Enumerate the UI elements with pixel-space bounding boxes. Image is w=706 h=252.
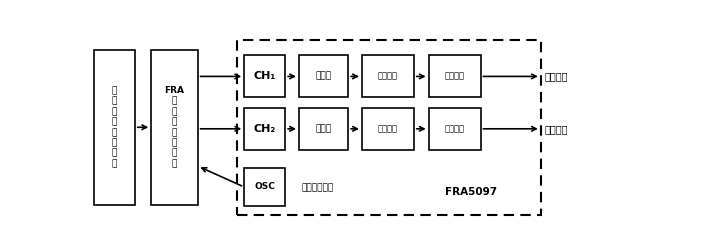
Bar bbox=[429, 108, 481, 150]
Bar bbox=[299, 108, 348, 150]
Text: 低通滤波: 低通滤波 bbox=[378, 124, 397, 133]
Bar bbox=[244, 55, 285, 97]
Bar bbox=[299, 55, 348, 97]
Bar bbox=[429, 55, 481, 97]
Text: 模数变换: 模数变换 bbox=[445, 124, 465, 133]
Bar bbox=[244, 108, 285, 150]
Bar bbox=[237, 40, 541, 215]
Bar bbox=[361, 108, 414, 150]
Text: 放大器: 放大器 bbox=[316, 124, 332, 133]
Text: OSC: OSC bbox=[254, 182, 275, 192]
Bar bbox=[244, 168, 285, 206]
Text: 低通滤波: 低通滤波 bbox=[378, 72, 397, 81]
Text: 电流信号: 电流信号 bbox=[544, 124, 568, 134]
Text: 输入正弦信号: 输入正弦信号 bbox=[301, 183, 334, 192]
Text: 放大器: 放大器 bbox=[316, 72, 332, 81]
Text: CH₁: CH₁ bbox=[253, 71, 276, 81]
Text: 被
测
电
网
接
入
插
座: 被 测 电 网 接 入 插 座 bbox=[112, 86, 117, 168]
Bar bbox=[361, 55, 414, 97]
Text: 电压信号: 电压信号 bbox=[544, 71, 568, 81]
Text: 模数变换: 模数变换 bbox=[445, 72, 465, 81]
Bar bbox=[151, 50, 198, 205]
Bar bbox=[94, 50, 135, 205]
Text: FRA5097: FRA5097 bbox=[445, 187, 497, 197]
Text: FRA
阻
抗
测
量
适
配
器: FRA 阻 抗 测 量 适 配 器 bbox=[164, 86, 184, 168]
Text: CH₂: CH₂ bbox=[253, 124, 276, 134]
